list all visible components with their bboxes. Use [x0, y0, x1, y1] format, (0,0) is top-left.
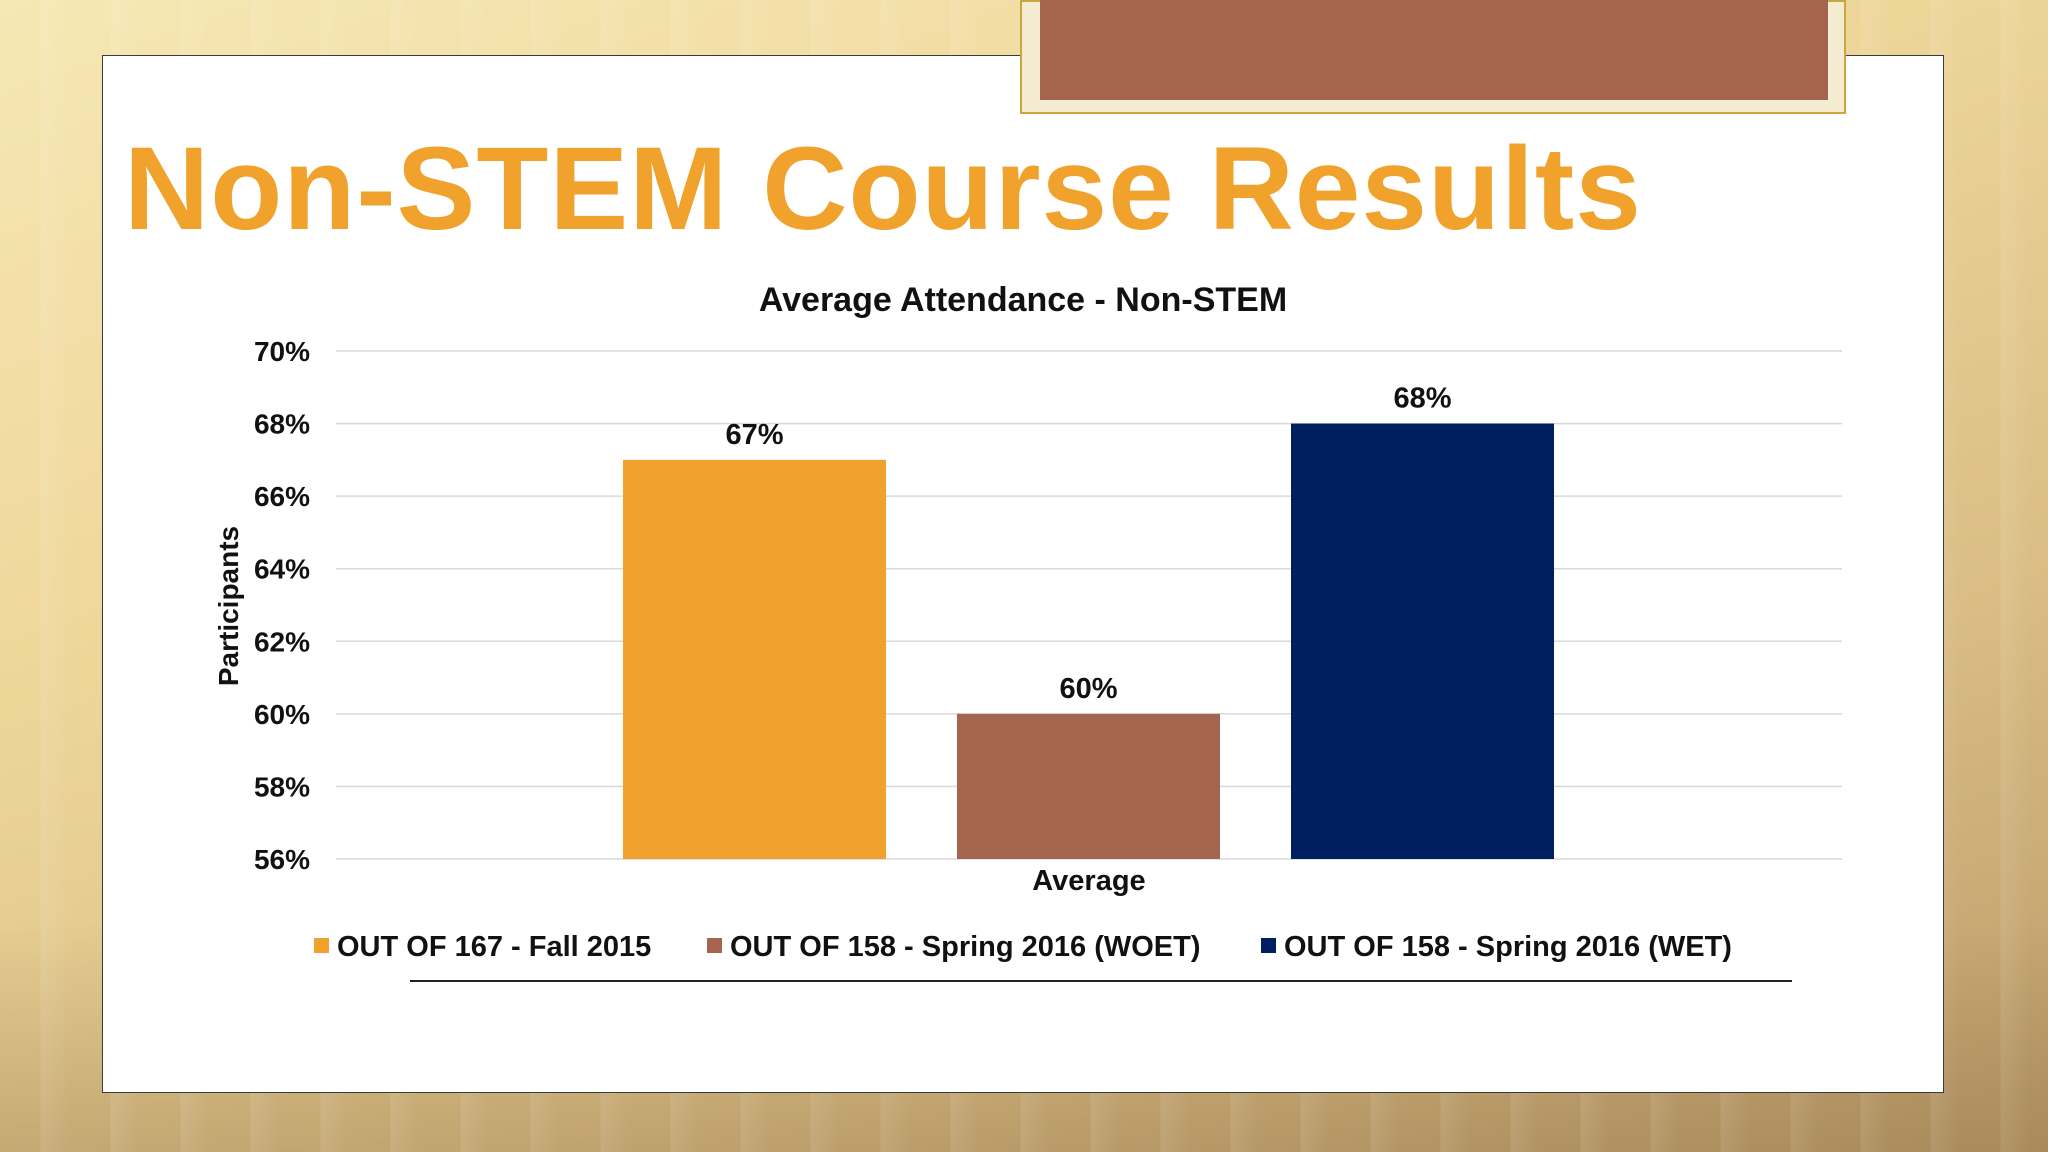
legend: OUT OF 167 - Fall 2015 OUT OF 158 - Sprin… — [314, 931, 1732, 963]
y-axis-label: Participants — [213, 526, 244, 686]
data-label: 68% — [1393, 383, 1451, 415]
data-label: 67% — [725, 419, 783, 451]
y-tick-label: 70% — [254, 336, 310, 367]
y-tick-label: 66% — [254, 481, 310, 512]
y-tick-label: 62% — [254, 626, 310, 657]
y-tick-label: 68% — [254, 409, 310, 440]
page-title: Non-STEM Course Results — [124, 123, 1642, 255]
legend-label: OUT OF 158 - Spring 2016 (WET) — [1284, 931, 1732, 963]
bar — [957, 713, 1220, 859]
legend-underline — [410, 980, 1792, 982]
legend-swatch — [314, 938, 329, 953]
bars — [623, 423, 1554, 859]
x-axis-label: Average — [1032, 865, 1145, 897]
y-tick-label: 58% — [254, 771, 310, 802]
title-tab — [1040, 0, 1828, 100]
data-labels: 67% 60% 68% — [725, 383, 1451, 705]
bar — [623, 459, 886, 859]
y-tick-label: 60% — [254, 699, 310, 730]
data-label: 60% — [1059, 673, 1117, 705]
bar — [1291, 423, 1554, 859]
legend-swatch — [1261, 938, 1276, 953]
chart-title: Average Attendance - Non-STEM — [759, 281, 1287, 319]
y-tick-label: 56% — [254, 844, 310, 875]
legend-swatch — [707, 938, 722, 953]
y-tick-label: 64% — [254, 554, 310, 585]
slide-panel — [102, 55, 1944, 1093]
y-axis-ticks: 56% 58% 60% 62% 64% 66% 68% 70% — [254, 336, 310, 875]
legend-label: OUT OF 167 - Fall 2015 — [337, 931, 651, 963]
legend-label: OUT OF 158 - Spring 2016 (WOET) — [730, 931, 1201, 963]
